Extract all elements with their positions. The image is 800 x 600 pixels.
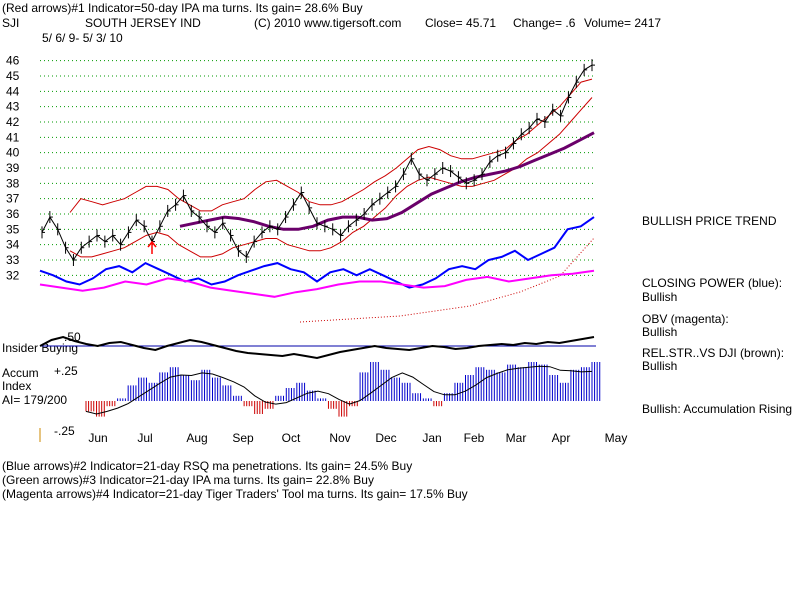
index-label: Index	[2, 379, 32, 393]
y-tick-label: 35	[6, 222, 20, 236]
moving-average-line	[179, 131, 595, 231]
ai-label: AI= 179/200	[2, 393, 68, 407]
level-neg25-label: -.25	[54, 424, 75, 438]
obv-status: Bullish	[642, 325, 678, 339]
x-tick-label: May	[605, 431, 628, 445]
company-name: SOUTH JERSEY IND	[85, 16, 201, 30]
price-line	[41, 64, 593, 261]
y-tick-label: 37	[6, 192, 20, 206]
y-tick-label: 41	[6, 130, 20, 144]
closing-power-status: Bullish	[642, 290, 678, 304]
obv-label: OBV (magenta):	[642, 312, 729, 326]
indicator-1-line: (Red arrows)#1 Indicator=50-day IPA ma t…	[2, 1, 363, 15]
y-tick-label: 40	[6, 146, 20, 160]
accum-status: Bullish: Accumulation Rising	[642, 402, 793, 416]
close-value: Close= 45.71	[425, 16, 497, 30]
obv-line	[39, 269, 595, 298]
x-tick-label: Mar	[506, 431, 527, 445]
rel-strength-line	[39, 335, 595, 360]
x-tick-label: Oct	[282, 431, 301, 445]
y-tick-label: 39	[6, 161, 20, 175]
x-tick-label: Dec	[375, 431, 396, 445]
insider-buying-label: Insider Buying	[2, 341, 79, 355]
x-tick-label: Sep	[232, 431, 254, 445]
accum-label: Accum	[2, 366, 39, 380]
lower-band-line	[69, 97, 593, 258]
x-tick-label: Jan	[422, 431, 441, 445]
x-tick-label: Feb	[464, 431, 485, 445]
closing-power-label: CLOSING POWER (blue):	[642, 276, 783, 290]
y-tick-label: 42	[6, 115, 20, 129]
buy-arrow-red	[147, 240, 157, 254]
x-tick-label: Nov	[329, 431, 350, 445]
date-range: 5/ 6/ 9- 5/ 3/ 10	[42, 31, 123, 45]
y-tick-label: 46	[6, 54, 20, 68]
x-tick-label: Apr	[552, 431, 571, 445]
y-tick-label: 34	[6, 238, 20, 252]
y-tick-label: 36	[6, 207, 20, 221]
relstr-status: Bullish	[642, 359, 678, 373]
symbol: SJI	[2, 16, 20, 30]
x-tick-label: Aug	[186, 431, 207, 445]
upper-band-line	[69, 78, 593, 213]
relstr-label: REL.STR..VS DJI (brown):	[642, 346, 785, 360]
bullish-trend-label: BULLISH PRICE TREND	[642, 214, 777, 228]
indicator-3-line: (Green arrows)#3 Indicator=21-day IPA ma…	[2, 473, 374, 487]
y-tick-label: 43	[6, 100, 20, 114]
x-tick-label: Jul	[137, 431, 152, 445]
closing-power-line	[39, 216, 595, 289]
y-tick-label: 45	[6, 69, 20, 83]
change-value: Change= .6	[513, 16, 576, 30]
accum-ma-line	[85, 365, 593, 415]
level-25-label: +.25	[54, 364, 78, 378]
y-tick-label: 33	[6, 253, 20, 267]
indicator-2-line: (Blue arrows)#2 Indicator=21-day RSQ ma …	[2, 459, 413, 473]
copyright: (C) 2010 www.tigersoft.com	[254, 16, 402, 30]
y-tick-label: 44	[6, 84, 20, 98]
x-tick-label: Jun	[88, 431, 107, 445]
volume-value: Volume= 2417	[584, 16, 662, 30]
indicator-4-line: (Magenta arrows)#4 Indicator=21-day Tige…	[2, 487, 468, 501]
y-tick-label: 32	[6, 268, 20, 282]
y-tick-label: 38	[6, 176, 20, 190]
